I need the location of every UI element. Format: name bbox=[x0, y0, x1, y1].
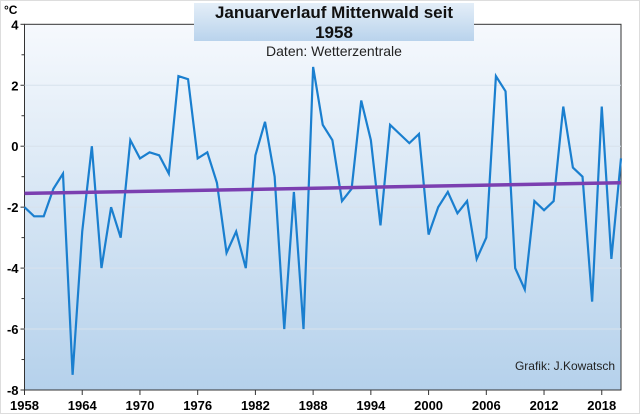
title-box: Januarverlauf Mittenwald seit 1958 Daten… bbox=[194, 3, 474, 59]
y-tick-label: -4 bbox=[7, 261, 19, 276]
y-tick-label: -8 bbox=[7, 383, 19, 398]
y-axis-unit: °C bbox=[4, 3, 18, 17]
x-tick-label: 2000 bbox=[414, 398, 443, 413]
x-tick-label: 1982 bbox=[241, 398, 270, 413]
x-tick-label: 2018 bbox=[587, 398, 616, 413]
chart-title: Januarverlauf Mittenwald seit 1958 bbox=[214, 3, 454, 42]
x-tick-label: 1976 bbox=[183, 398, 212, 413]
x-tick-label: 1994 bbox=[356, 398, 386, 413]
credit: Grafik: J.Kowatsch bbox=[514, 359, 615, 373]
x-tick-label: 1964 bbox=[68, 398, 98, 413]
chart-subtitle: Daten: Wetterzentrale bbox=[266, 43, 402, 59]
x-tick-label: 1988 bbox=[299, 398, 328, 413]
y-tick-label: 2 bbox=[11, 78, 18, 93]
y-tick-label: -2 bbox=[7, 200, 19, 215]
x-tick-label: 2006 bbox=[472, 398, 501, 413]
y-tick-label: 4 bbox=[11, 17, 19, 32]
y-tick-label: 0 bbox=[11, 139, 18, 154]
y-tick-label: -6 bbox=[7, 322, 19, 337]
x-tick-label: 2012 bbox=[530, 398, 559, 413]
x-tick-label: 1970 bbox=[125, 398, 154, 413]
x-tick-label: 1958 bbox=[10, 398, 39, 413]
trend-line bbox=[24, 181, 622, 196]
